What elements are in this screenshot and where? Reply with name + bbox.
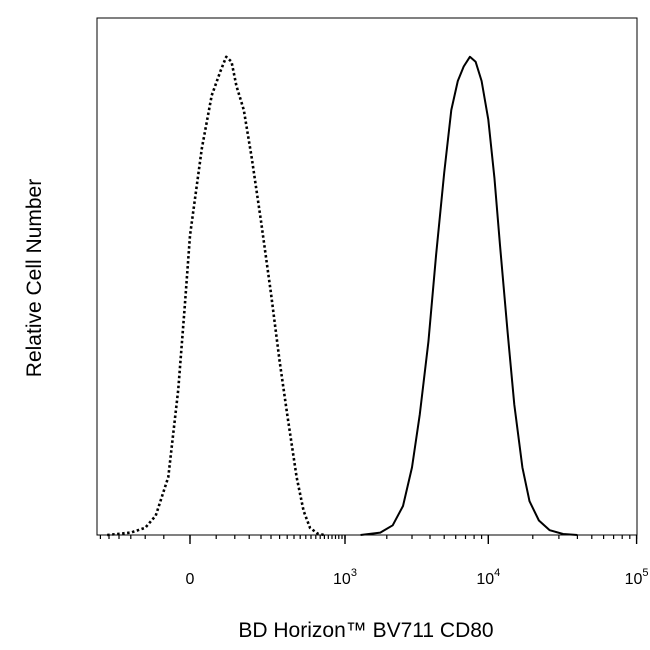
series-stained-curve <box>360 55 578 536</box>
x-tick-label: 103 <box>333 567 357 588</box>
x-axis-title: BD Horizon™ BV711 CD80 <box>238 619 493 642</box>
y-axis-title: Relative Cell Number <box>23 179 46 377</box>
series-control-curve <box>107 55 325 537</box>
x-tick-label: 104 <box>476 567 500 588</box>
series-layer <box>107 55 578 537</box>
x-tick-label: 105 <box>625 567 649 588</box>
minor-tick-layer <box>99 535 638 539</box>
plot-frame <box>96 17 638 536</box>
x-tick-layer: 0 103 104 105 <box>186 535 649 588</box>
x-tick-label: 0 <box>186 571 195 588</box>
